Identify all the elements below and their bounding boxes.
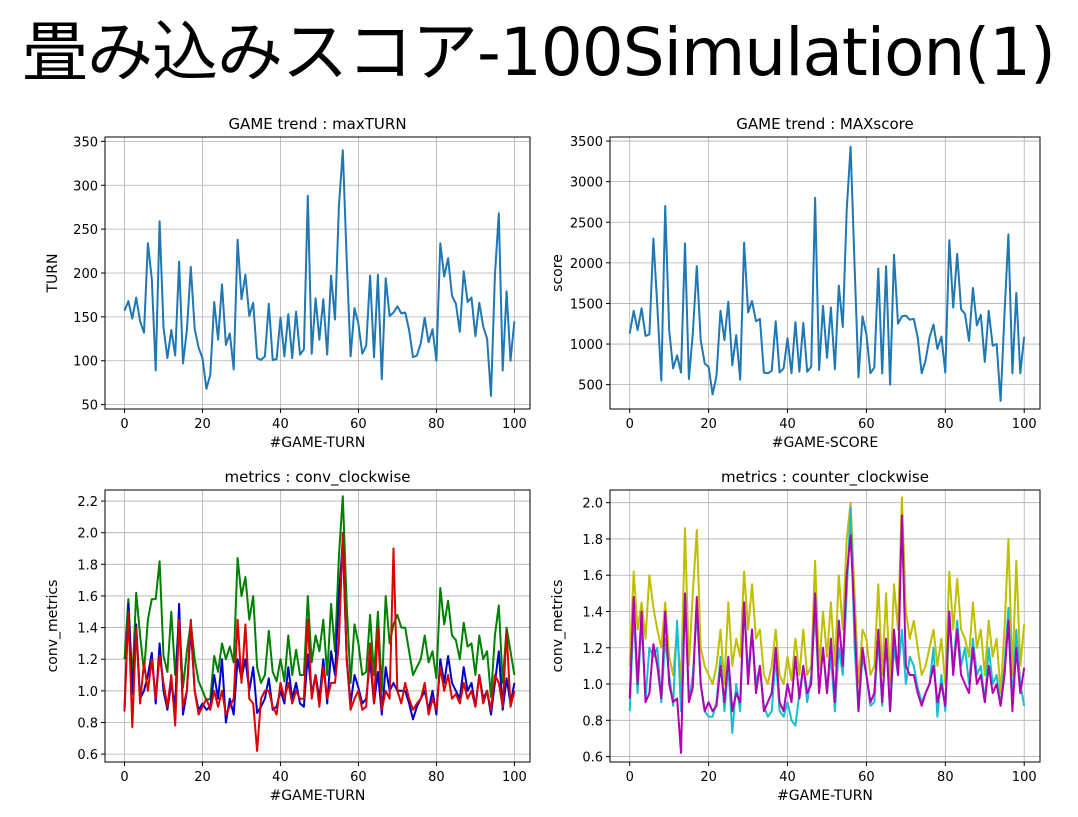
x-axis-label: #GAME-TURN — [777, 788, 873, 804]
chart-1: 0 20 40 60 80 100 50 100 150 200 250 300 350 GAME tre… — [45, 115, 531, 451]
y-tick-label: 3500 — [570, 135, 603, 150]
x-tick-label: 40 — [272, 770, 289, 785]
y-tick-label: 2.2 — [77, 495, 98, 510]
y-axis-label: conv_metrics — [550, 580, 566, 673]
x-tick-label: 100 — [1012, 417, 1037, 432]
page-title: 畳み込みスコア-100Simulation(1) — [22, 14, 1056, 91]
x-tick-label: 80 — [428, 770, 445, 785]
chart-4: 0 20 40 60 80 100 0.6 0.8 1.0 1.2 1.4 1.6 1.8 2.0 metr… — [550, 468, 1041, 804]
series-line-1 — [628, 145, 1026, 402]
x-tick-label: 80 — [937, 770, 954, 785]
chart-title: metrics : conv_clockwise — [224, 468, 410, 487]
y-tick-label: 500 — [578, 379, 603, 394]
y-tick-label: 0.8 — [582, 714, 603, 729]
x-axis-label: #GAME-TURN — [270, 435, 366, 451]
x-tick-label: 100 — [1012, 770, 1037, 785]
y-tick-label: 1.4 — [582, 605, 603, 620]
y-tick-label: 1.8 — [77, 558, 98, 573]
y-tick-label: 200 — [73, 267, 98, 282]
chart-2: 0 20 40 60 80 100 500 1000 1500 2000 2500 3000 3500 G… — [550, 115, 1041, 451]
series-line-1 — [123, 149, 516, 397]
y-tick-label: 1.0 — [77, 685, 98, 700]
x-tick-label: 40 — [779, 417, 796, 432]
y-tick-label: 1500 — [570, 297, 603, 312]
x-tick-label: 0 — [626, 770, 634, 785]
x-tick-label: 0 — [626, 417, 634, 432]
x-tick-label: 60 — [350, 770, 367, 785]
x-tick-label: 20 — [194, 770, 211, 785]
y-tick-label: 0.6 — [582, 751, 603, 766]
y-tick-label: 2.0 — [77, 527, 98, 542]
y-axis-label: TURN — [45, 254, 61, 294]
y-axis-label: score — [550, 254, 566, 292]
y-tick-label: 50 — [81, 399, 98, 414]
x-axis-label: #GAME-TURN — [270, 788, 366, 804]
chart-title: metrics : counter_clockwise — [721, 468, 929, 487]
x-tick-label: 20 — [700, 770, 717, 785]
y-tick-label: 1.0 — [582, 678, 603, 693]
x-tick-label: 100 — [502, 417, 527, 432]
y-tick-label: 3000 — [570, 176, 603, 191]
y-tick-label: 0.8 — [77, 716, 98, 731]
series-line-1 — [628, 496, 1026, 695]
x-tick-label: 80 — [428, 417, 445, 432]
x-tick-label: 40 — [779, 770, 796, 785]
y-tick-label: 1.2 — [77, 653, 98, 668]
chart-3: 0 20 40 60 80 100 0.6 0.8 1.0 1.2 1.4 1.6 1.8 2.0 2.2 m… — [45, 468, 531, 804]
y-tick-label: 150 — [73, 311, 98, 326]
series-line-1 — [123, 495, 516, 702]
y-tick-label: 100 — [73, 355, 98, 370]
x-tick-label: 20 — [194, 417, 211, 432]
y-tick-label: 1.4 — [77, 622, 98, 637]
y-tick-label: 1.6 — [77, 590, 98, 605]
x-tick-label: 40 — [272, 417, 289, 432]
series-line-3 — [628, 514, 1026, 754]
x-tick-label: 100 — [502, 770, 527, 785]
y-tick-label: 2.0 — [582, 497, 603, 512]
x-tick-label: 0 — [120, 417, 128, 432]
plot-frame — [609, 489, 1041, 763]
chart-title: GAME trend : MAXscore — [736, 115, 913, 133]
x-tick-label: 60 — [858, 417, 875, 432]
plot-frame — [609, 136, 1041, 410]
y-tick-label: 1000 — [570, 338, 603, 353]
x-tick-label: 0 — [120, 770, 128, 785]
x-tick-label: 80 — [937, 417, 954, 432]
y-tick-label: 2500 — [570, 216, 603, 231]
y-tick-label: 250 — [73, 223, 98, 238]
y-tick-label: 300 — [73, 179, 98, 194]
y-tick-label: 1.2 — [582, 642, 603, 657]
y-tick-label: 2000 — [570, 257, 603, 272]
x-axis-label: #GAME-SCORE — [772, 435, 878, 451]
y-tick-label: 1.8 — [582, 533, 603, 548]
chart-title: GAME trend : maxTURN — [228, 115, 406, 133]
x-tick-label: 20 — [700, 417, 717, 432]
y-axis-label: conv_metrics — [45, 580, 61, 673]
y-tick-label: 1.6 — [582, 569, 603, 584]
plot-frame — [104, 489, 531, 763]
series-line-3 — [123, 531, 516, 752]
y-tick-label: 0.6 — [77, 748, 98, 763]
x-tick-label: 60 — [858, 770, 875, 785]
y-tick-label: 350 — [73, 135, 98, 150]
x-tick-label: 60 — [350, 417, 367, 432]
